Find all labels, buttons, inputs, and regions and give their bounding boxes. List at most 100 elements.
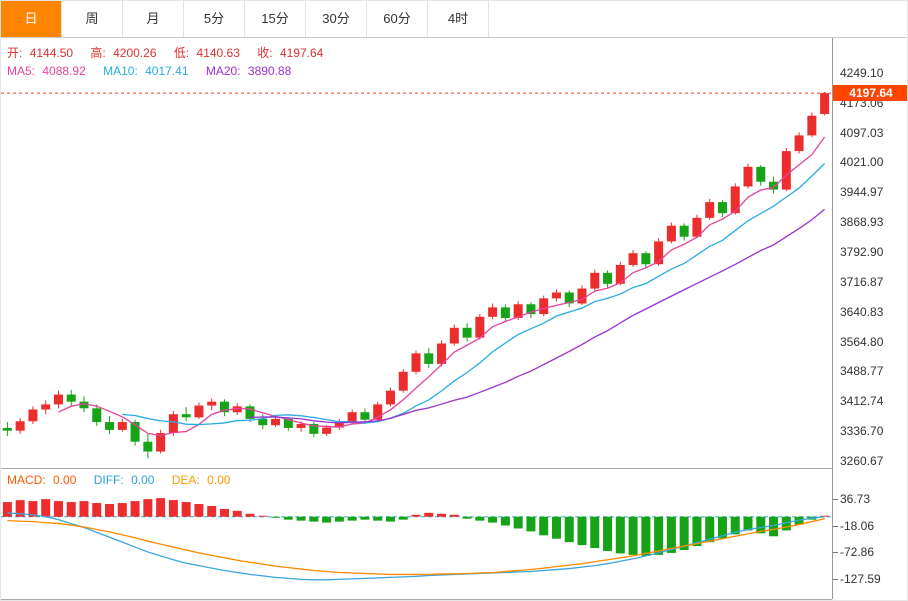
candle-body [615, 264, 625, 284]
diff-line [7, 512, 825, 581]
dea-value: 0.00 [207, 473, 231, 487]
tab-5min[interactable]: 5分 [184, 1, 245, 37]
tab-month[interactable]: 月 [123, 1, 184, 37]
candle-body [654, 241, 664, 265]
macd-bar [143, 499, 153, 517]
macd-axis-label: -18.06 [840, 518, 875, 533]
open-label: 开: [7, 46, 23, 60]
macd-bar [219, 508, 229, 517]
price-axis-label: 4249.10 [840, 65, 884, 80]
macd-bar [615, 516, 625, 554]
macd-bar [347, 516, 357, 521]
close-value: 4197.64 [279, 46, 324, 60]
candle-body [437, 343, 447, 364]
macd-bar [475, 516, 485, 521]
macd-bar [781, 516, 791, 531]
macd-bar [769, 516, 779, 537]
candle-body [551, 292, 561, 299]
macd-bar [654, 516, 664, 555]
candle-body [462, 327, 472, 338]
macd-axis-label: -127.59 [840, 572, 881, 587]
candle-body [117, 422, 127, 430]
macd-bar [526, 516, 536, 532]
panel-divider [1, 468, 832, 469]
candle-body [258, 418, 268, 426]
open-value: 4144.50 [29, 46, 74, 60]
macd-bar [539, 516, 549, 536]
macd-bar [730, 516, 740, 535]
price-axis-label: 3944.97 [840, 185, 884, 200]
macd-info: MACD: 0.00 DIFF: 0.00 DEA: 0.00 [7, 473, 234, 487]
axis-tick [833, 498, 838, 500]
candle-body [743, 166, 753, 187]
candle-body [424, 353, 434, 364]
macd-bar [424, 512, 434, 517]
macd-bar [15, 500, 25, 517]
macd-bar [756, 516, 766, 534]
macd-bar [296, 516, 306, 521]
candle-body [66, 394, 76, 402]
timeframe-toolbar: 日 周 月 5分 15分 30分 60分 4时 [1, 1, 907, 38]
macd-bar [743, 516, 753, 531]
candle-body [526, 304, 536, 315]
ma5-label: MA5: [7, 64, 36, 78]
candle-body [717, 202, 727, 214]
price-axis-label: 3336.70 [840, 424, 884, 439]
macd-bar [2, 502, 12, 517]
macd-bar [334, 516, 344, 522]
macd-bar [641, 516, 651, 556]
tab-day[interactable]: 日 [1, 1, 62, 37]
macd-bar [66, 502, 76, 517]
axis-divider [832, 38, 833, 599]
macd-bar [513, 516, 523, 529]
candle-body [449, 327, 459, 344]
candle-body [92, 408, 102, 423]
macd-bar [156, 498, 166, 517]
tab-week[interactable]: 周 [62, 1, 123, 37]
tab-4hour[interactable]: 4时 [428, 1, 489, 37]
candle-body [181, 414, 191, 418]
macd-bar [309, 516, 319, 522]
candle-body [347, 412, 357, 423]
price-axis: 4197.64 4249.10 4173.06 4097.03 4021.00 3944… [833, 1, 907, 600]
candle-body [53, 394, 63, 405]
candle-body [756, 166, 766, 182]
tab-60min[interactable]: 60分 [367, 1, 428, 37]
candle-body [679, 225, 689, 237]
candle-body [232, 406, 242, 413]
macd-bar [577, 516, 587, 546]
macd-bar [462, 516, 472, 519]
candle-body [79, 401, 89, 409]
ma5-line [58, 136, 826, 437]
ma5-value: 4088.92 [42, 64, 86, 78]
candle-body [322, 427, 332, 434]
macd-bar [705, 516, 715, 543]
candle-body [475, 316, 485, 338]
candle-body [28, 409, 38, 422]
macd-bar [411, 514, 421, 517]
ma20-value: 3890.88 [247, 64, 292, 78]
high-value: 4200.26 [113, 46, 157, 60]
ma10-line [122, 163, 826, 426]
candle-body [2, 427, 12, 431]
macd-bar [385, 516, 395, 522]
price-axis-label: 3564.80 [840, 334, 884, 349]
candle-body [309, 424, 319, 434]
tab-15min[interactable]: 15分 [245, 1, 306, 37]
candlestick-chart [1, 92, 831, 459]
candle-body [513, 304, 523, 318]
macd-bar [551, 516, 561, 539]
candle-body [373, 404, 383, 420]
macd-bar [603, 516, 613, 551]
macd-bar [258, 515, 268, 517]
candle-body [603, 272, 613, 284]
candle-body [296, 424, 306, 428]
tab-30min[interactable]: 30分 [306, 1, 367, 37]
macd-bar [168, 500, 178, 517]
macd-bar [79, 501, 89, 517]
macd-bar [628, 516, 638, 555]
macd-bar [398, 516, 408, 520]
price-axis-label: 3412.74 [840, 394, 884, 409]
high-label: 高: [90, 46, 106, 60]
macd-bar [130, 501, 140, 517]
